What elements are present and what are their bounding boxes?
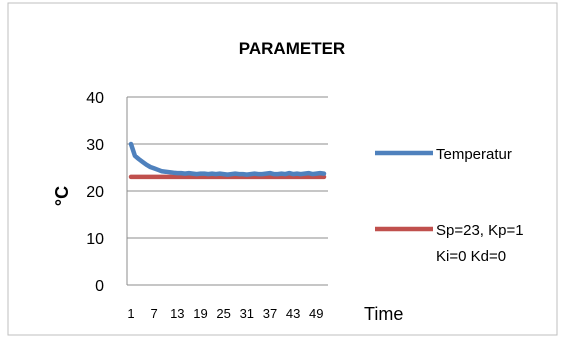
gridlines — [126, 96, 328, 286]
y-tick-label: 30 — [86, 137, 104, 154]
plot-series — [128, 141, 327, 180]
x-tick-label: 25 — [216, 306, 230, 321]
y-tick-label: 40 — [86, 90, 104, 107]
legend: Temperatur Sp=23, Kp=1 Ki=0 Kd=0 — [375, 146, 524, 265]
x-tick-label: 31 — [240, 306, 254, 321]
y-tick-label: 0 — [95, 278, 104, 295]
series-line — [128, 141, 327, 177]
legend-label: Sp=23, Kp=1 — [436, 222, 524, 239]
x-tick-label: 49 — [309, 306, 323, 321]
y-axis-label: °C — [52, 186, 72, 206]
x-tick-label: 43 — [286, 306, 300, 321]
legend-label: Ki=0 Kd=0 — [436, 248, 506, 265]
x-tick-label: 1 — [127, 306, 134, 321]
y-tick-label: 10 — [86, 231, 104, 248]
x-tick-label: 7 — [151, 306, 158, 321]
x-tick-label: 37 — [263, 306, 277, 321]
legend-label: Temperatur — [436, 146, 512, 163]
x-tick-label: 19 — [193, 306, 207, 321]
chart-title: PARAMETER — [239, 39, 345, 58]
chart-frame — [7, 2, 558, 336]
x-tick-label: 13 — [170, 306, 184, 321]
x-axis-label: Time — [364, 304, 403, 324]
y-tick-labels: 0 10 20 30 40 — [86, 90, 104, 295]
y-tick-label: 20 — [86, 184, 104, 201]
x-tick-labels: 1 7 13 19 25 31 37 43 49 — [127, 306, 323, 321]
